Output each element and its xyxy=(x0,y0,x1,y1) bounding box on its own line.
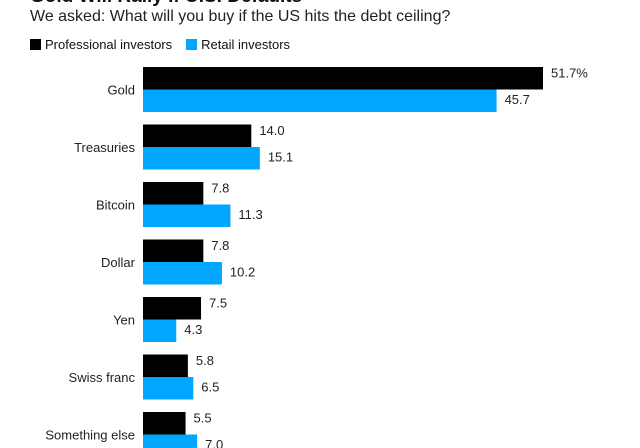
bar-retail xyxy=(143,147,260,170)
value-label: 4.3 xyxy=(184,322,202,337)
value-label: 10.2 xyxy=(230,264,255,279)
category-label: Something else xyxy=(45,428,135,443)
bar-professional xyxy=(143,297,202,320)
legend-label: Professional investors xyxy=(45,37,173,52)
bar-professional xyxy=(143,67,543,90)
bar-professional xyxy=(143,124,252,147)
value-label: 51.7% xyxy=(551,65,588,80)
bar-retail xyxy=(143,377,194,400)
value-label: 14.0 xyxy=(259,123,284,138)
value-label: 5.5 xyxy=(194,410,212,425)
category-label: Gold xyxy=(108,83,135,98)
category-label: Dollar xyxy=(101,255,136,270)
value-label: 7.8 xyxy=(211,180,229,195)
chart-title: Gold Will Rally If U.S. Defaults xyxy=(30,0,302,8)
legend-label: Retail investors xyxy=(201,37,291,52)
value-label: 7.0 xyxy=(205,437,223,448)
value-label: 45.7 xyxy=(505,92,530,107)
value-label: 11.3 xyxy=(238,207,262,222)
value-label: 6.5 xyxy=(201,379,219,394)
legend-swatch-retail xyxy=(186,39,198,50)
category-label: Bitcoin xyxy=(96,198,135,213)
legend-swatch-professional xyxy=(30,39,41,50)
bar-professional xyxy=(143,354,188,377)
bar-retail xyxy=(143,319,177,342)
category-label: Yen xyxy=(113,313,135,328)
bar-retail xyxy=(143,434,198,448)
chart-subtitle: We asked: What will you buy if the US hi… xyxy=(30,8,451,25)
bar-retail xyxy=(143,204,231,227)
bar-professional xyxy=(143,412,186,435)
value-label: 7.5 xyxy=(209,295,227,310)
value-label: 7.8 xyxy=(211,238,229,253)
category-label: Treasuries xyxy=(74,140,135,155)
legend-item-professional: Professional investors xyxy=(30,37,172,52)
bar-retail xyxy=(143,262,222,285)
category-label: Swiss franc xyxy=(69,370,136,385)
value-label: 15.1 xyxy=(268,149,293,164)
value-label: 5.8 xyxy=(196,353,214,368)
bar-professional xyxy=(143,182,204,205)
legend-item-retail: Retail investors xyxy=(186,37,290,52)
bar-retail xyxy=(143,89,497,112)
legend: Professional investors Retail investors xyxy=(30,37,298,52)
bar-professional xyxy=(143,239,204,262)
